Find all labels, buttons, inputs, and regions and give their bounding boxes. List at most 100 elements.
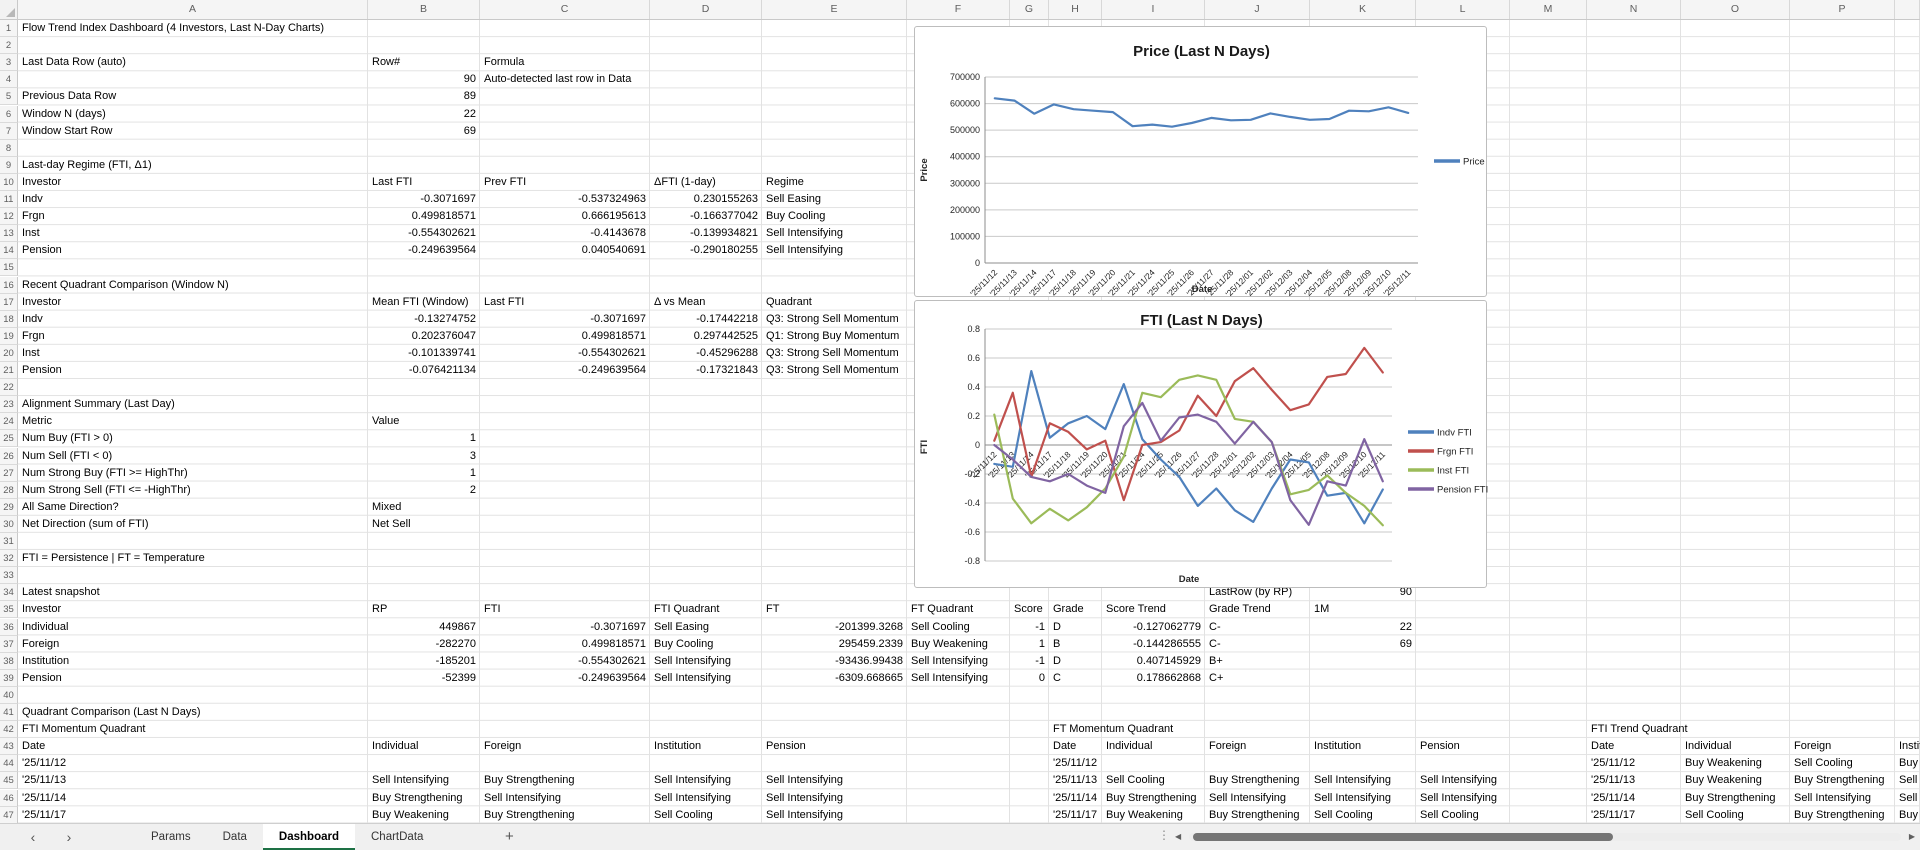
- column-header-B[interactable]: B: [368, 0, 480, 19]
- add-sheet-button[interactable]: +: [505, 828, 514, 845]
- cell-A34[interactable]: Latest snapshot: [22, 586, 100, 599]
- cell-J37[interactable]: C-: [1209, 637, 1221, 650]
- cell-J47[interactable]: Buy Strengthening: [1209, 808, 1300, 821]
- cell-O44[interactable]: Buy Weakening: [1685, 757, 1762, 770]
- cell-B5[interactable]: 89: [463, 90, 476, 103]
- row-header-35[interactable]: 35: [0, 601, 18, 619]
- cell-G35[interactable]: Score: [1014, 603, 1043, 616]
- cell-B10[interactable]: Last FTI: [372, 175, 413, 188]
- column-header-P[interactable]: P: [1790, 0, 1895, 19]
- cell-N47[interactable]: '25/11/17: [1591, 808, 1636, 821]
- cell-H46[interactable]: '25/11/14: [1053, 791, 1098, 804]
- column-header-C[interactable]: C: [480, 0, 650, 19]
- cell-H47[interactable]: '25/11/17: [1053, 808, 1098, 821]
- cell-G39[interactable]: 0: [1038, 671, 1045, 684]
- row-header-25[interactable]: 25: [0, 430, 18, 448]
- cell-C36[interactable]: -0.3071697: [590, 620, 646, 633]
- series-line-inst-fti[interactable]: [993, 374, 1384, 527]
- cell-A11[interactable]: Indv: [22, 193, 43, 205]
- cell-C11[interactable]: -0.537324963: [578, 193, 646, 205]
- cell-G38[interactable]: -1: [1035, 654, 1045, 667]
- cell-B38[interactable]: -185201: [435, 654, 476, 667]
- select-all-corner[interactable]: [0, 0, 18, 19]
- cell-A16[interactable]: Recent Quadrant Comparison (Window N): [22, 278, 229, 291]
- cell-K45[interactable]: Sell Intensifying: [1314, 774, 1392, 787]
- cell-H37[interactable]: B: [1053, 637, 1061, 650]
- cell-D39[interactable]: Sell Intensifying: [654, 671, 732, 684]
- row-header-21[interactable]: 21: [0, 362, 18, 380]
- cell-E10[interactable]: Regime: [766, 175, 804, 188]
- row-header-36[interactable]: 36: [0, 618, 18, 636]
- row-header-38[interactable]: 38: [0, 652, 18, 670]
- column-header-D[interactable]: D: [650, 0, 762, 19]
- cell-A41[interactable]: Quadrant Comparison (Last N Days): [22, 706, 201, 718]
- series-line-price[interactable]: [993, 97, 1410, 128]
- series-line-indv-fti[interactable]: [993, 369, 1384, 525]
- row-header-5[interactable]: 5: [0, 88, 18, 106]
- sheet-tab-params[interactable]: Params: [151, 831, 191, 843]
- row-header-37[interactable]: 37: [0, 635, 18, 653]
- cell-I35[interactable]: Score Trend: [1106, 603, 1166, 616]
- cell-A30[interactable]: Net Direction (sum of FTI): [22, 517, 149, 530]
- cell-H36[interactable]: D: [1053, 620, 1061, 633]
- cell-B43[interactable]: Individual: [372, 740, 419, 753]
- cell-C13[interactable]: -0.4143678: [590, 227, 646, 240]
- cell-H39[interactable]: C: [1053, 671, 1061, 684]
- cell-K43[interactable]: Institution: [1314, 740, 1362, 753]
- cell-H35[interactable]: Grade: [1053, 603, 1084, 616]
- cell-E35[interactable]: FT: [766, 603, 780, 616]
- cell-E19[interactable]: Q1: Strong Buy Momentum: [766, 329, 900, 342]
- scrollbar-thumb[interactable]: [1193, 833, 1613, 841]
- row-header-47[interactable]: 47: [0, 806, 18, 823]
- cell-L45[interactable]: Sell Intensifying: [1420, 774, 1498, 787]
- row-header-12[interactable]: 12: [0, 208, 18, 226]
- cell-J43[interactable]: Foreign: [1209, 740, 1247, 753]
- row-header-44[interactable]: 44: [0, 755, 18, 773]
- cell-A14[interactable]: Pension: [22, 244, 62, 257]
- cell-E21[interactable]: Q3: Strong Sell Momentum: [766, 364, 899, 376]
- cell-A3[interactable]: Last Data Row (auto): [22, 56, 126, 69]
- series-line-frgn-fti[interactable]: [993, 346, 1384, 502]
- cell-A24[interactable]: Metric: [22, 415, 52, 428]
- cell-I46[interactable]: Buy Strengthening: [1106, 791, 1197, 804]
- cell-F37[interactable]: Buy Weakening: [911, 637, 988, 650]
- row-header-40[interactable]: 40: [0, 686, 18, 704]
- cell-D46[interactable]: Sell Intensifying: [654, 791, 732, 804]
- cell-C19[interactable]: 0.499818571: [581, 329, 646, 342]
- cell-A10[interactable]: Investor: [22, 175, 62, 188]
- series-line-pension-fti[interactable]: [993, 401, 1384, 526]
- cell-B39[interactable]: -52399: [441, 671, 476, 684]
- cell-E36[interactable]: -201399.3268: [835, 620, 903, 633]
- cell-D10[interactable]: ΔFTI (1-day): [654, 175, 716, 188]
- row-header-6[interactable]: 6: [0, 105, 18, 123]
- cell-C18[interactable]: -0.3071697: [590, 312, 646, 325]
- cell-G36[interactable]: -1: [1035, 620, 1045, 633]
- cell-A44[interactable]: '25/11/12: [22, 757, 67, 770]
- cell-E46[interactable]: Sell Intensifying: [766, 791, 844, 804]
- cell-A7[interactable]: Window Start Row: [22, 124, 113, 137]
- cell-E11[interactable]: Sell Easing: [766, 193, 822, 205]
- cell-G37[interactable]: 1: [1038, 637, 1045, 650]
- cell-F36[interactable]: Sell Cooling: [911, 620, 970, 633]
- cell-C37[interactable]: 0.499818571: [581, 637, 646, 650]
- cell-E20[interactable]: Q3: Strong Sell Momentum: [766, 346, 899, 359]
- cell-C35[interactable]: FTI: [484, 603, 501, 616]
- cell-D19[interactable]: 0.297442525: [693, 329, 758, 342]
- cell-I37[interactable]: -0.144286555: [1133, 637, 1201, 650]
- cell-A42[interactable]: FTI Momentum Quadrant: [22, 723, 146, 736]
- row-header-27[interactable]: 27: [0, 464, 18, 482]
- cell-C17[interactable]: Last FTI: [484, 295, 525, 308]
- cell-E45[interactable]: Sell Intensifying: [766, 774, 844, 787]
- cell-K37[interactable]: 69: [1399, 637, 1412, 650]
- cell-A46[interactable]: '25/11/14: [22, 791, 67, 804]
- cell-N46[interactable]: '25/11/14: [1591, 791, 1636, 804]
- tab-scroll-splitter[interactable]: ⋮: [1158, 828, 1170, 842]
- cell-A17[interactable]: Investor: [22, 295, 62, 308]
- row-header-41[interactable]: 41: [0, 704, 18, 722]
- cell-C46[interactable]: Sell Intensifying: [484, 791, 562, 804]
- column-header-E[interactable]: E: [762, 0, 907, 19]
- column-header-G[interactable]: G: [1010, 0, 1049, 19]
- cell-E18[interactable]: Q3: Strong Sell Momentum: [766, 312, 899, 325]
- cell-E17[interactable]: Quadrant: [766, 295, 812, 308]
- cell-E12[interactable]: Buy Cooling: [766, 210, 826, 223]
